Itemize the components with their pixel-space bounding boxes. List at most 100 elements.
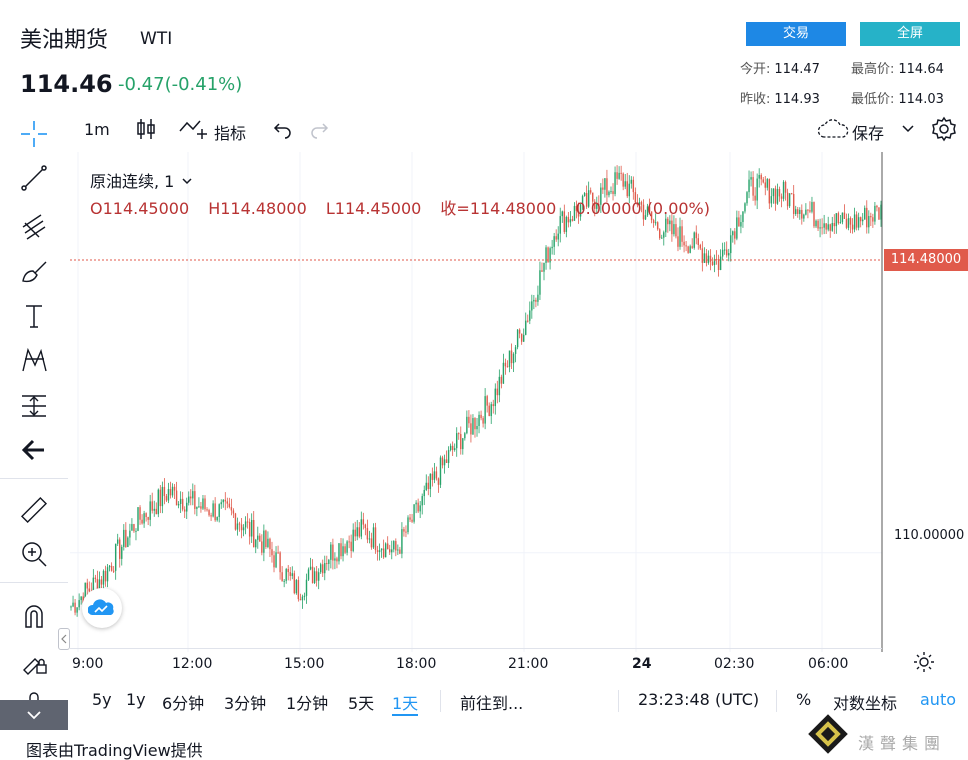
candle-body [531, 301, 533, 311]
candle-body [421, 496, 423, 506]
range-3min[interactable]: 3分钟 [224, 694, 267, 713]
trend-line-icon[interactable] [14, 160, 54, 196]
candlestick-chart[interactable] [70, 152, 968, 692]
axis-settings-icon[interactable] [912, 650, 936, 678]
candle-body [577, 210, 580, 217]
candle-body [328, 559, 330, 564]
crosshair-icon[interactable] [18, 118, 50, 154]
trade-button[interactable]: 交易 [746, 22, 846, 46]
candle-body [801, 209, 803, 219]
candle-body [555, 236, 557, 240]
candle-body [391, 549, 393, 553]
pitchfork-icon[interactable] [14, 208, 54, 244]
chart-area[interactable] [70, 152, 968, 692]
candle-body [786, 192, 789, 207]
interval-button[interactable]: 1m [84, 120, 110, 139]
candle-body [843, 212, 846, 219]
candle-body [429, 473, 432, 490]
ruler-icon[interactable] [14, 492, 54, 528]
chevron-down-icon[interactable] [181, 175, 193, 187]
candle-body [305, 579, 308, 596]
goto-date-button[interactable]: 前往到... [460, 694, 524, 713]
candle-body [293, 573, 296, 594]
candle-body [447, 450, 450, 463]
save-button[interactable]: 保存 [852, 124, 885, 143]
candle-body [311, 566, 314, 583]
candle-body [614, 172, 616, 195]
candle-body [433, 471, 436, 480]
magnet-icon[interactable] [14, 598, 54, 634]
candle-body [133, 524, 135, 532]
candle-body [632, 179, 635, 193]
brush-icon[interactable] [14, 254, 54, 290]
candle-body [872, 217, 874, 222]
range-5y[interactable]: 5y [92, 690, 112, 709]
candle-body [780, 196, 783, 199]
candle-body [281, 572, 283, 582]
candle-body [362, 519, 365, 525]
lock-drawing-icon[interactable] [14, 642, 54, 678]
pattern-icon[interactable] [14, 342, 54, 378]
auto-scale-toggle[interactable]: auto [920, 690, 957, 709]
candle-body [86, 582, 88, 589]
candle-body [466, 416, 468, 434]
log-scale-toggle[interactable]: 对数坐标 [833, 694, 898, 713]
candle-body [870, 216, 872, 218]
high-quote: 最高价: 114.64 [851, 58, 944, 77]
candle-body [512, 353, 515, 364]
range-1d[interactable]: 1天 [392, 690, 419, 716]
utc-clock[interactable]: 23:23:48 (UTC) [638, 690, 760, 709]
candle-body [348, 541, 350, 543]
collapse-toolbar-button[interactable] [0, 700, 68, 730]
indicators-button[interactable]: 指标 [214, 124, 247, 143]
redo-icon[interactable] [308, 118, 330, 144]
candle-body [246, 521, 249, 523]
range-1min[interactable]: 1分钟 [286, 694, 329, 713]
series-name[interactable]: 原油连续, 1 [90, 168, 193, 192]
candle-body [644, 215, 647, 220]
candle-body [315, 571, 318, 581]
range-5d[interactable]: 5天 [348, 694, 375, 713]
candle-body [374, 527, 377, 551]
candle-body [766, 179, 769, 188]
tradingview-logo[interactable] [82, 588, 122, 628]
candle-body [671, 220, 673, 235]
candle-body [346, 541, 348, 553]
candles-icon[interactable] [134, 117, 158, 145]
ohlc-change: 0.00000 (0.00%) [575, 199, 710, 218]
candle-body [711, 261, 714, 265]
candle-body [165, 496, 168, 501]
candle-body [334, 558, 336, 561]
candle-body [370, 538, 373, 548]
candle-body [667, 218, 669, 225]
candle-body [364, 524, 367, 529]
zoom-in-icon[interactable] [14, 536, 54, 572]
percent-toggle[interactable]: % [796, 690, 812, 709]
candle-body [259, 535, 261, 542]
candle-body [587, 190, 590, 207]
cloud-save-icon[interactable] [816, 119, 850, 145]
candle-body [868, 216, 870, 228]
candle-body [878, 207, 880, 220]
candle-body [384, 543, 387, 558]
candle-body [401, 529, 403, 554]
indicators-icon[interactable] [178, 117, 210, 145]
brand-logo [806, 712, 850, 760]
gear-icon[interactable] [930, 115, 958, 147]
text-tool-icon[interactable] [14, 298, 54, 334]
range-1y[interactable]: 1y [126, 690, 146, 709]
expand-toolbar-handle[interactable] [58, 628, 70, 650]
fullscreen-button[interactable]: 全屏 [860, 22, 960, 46]
chevron-down-icon[interactable] [900, 118, 916, 144]
measure-icon[interactable] [14, 388, 54, 424]
candle-body [301, 596, 304, 601]
undo-icon[interactable] [272, 118, 294, 144]
arrow-left-icon[interactable] [14, 432, 54, 468]
candle-body [143, 513, 145, 524]
range-6min[interactable]: 6分钟 [162, 694, 205, 713]
candle-body [279, 552, 281, 573]
candle-body [482, 418, 484, 424]
candle-body [155, 508, 157, 515]
candle-body [815, 220, 817, 227]
chevron-down-icon [27, 711, 41, 720]
